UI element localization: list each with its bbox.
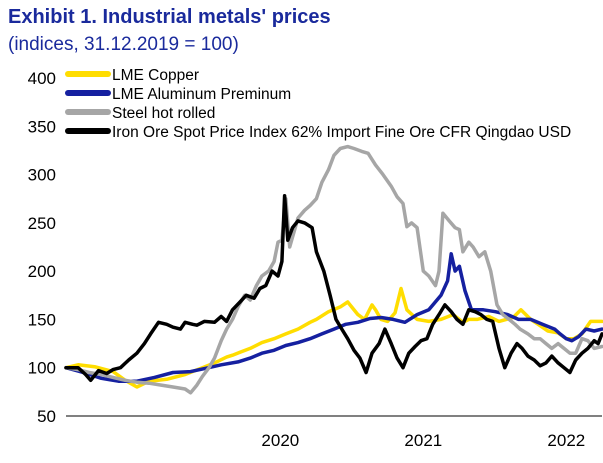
x-tick-label: 2020 bbox=[261, 431, 299, 450]
x-tick-label: 2022 bbox=[547, 431, 585, 450]
y-tick-label: 400 bbox=[28, 69, 56, 88]
y-tick-label: 50 bbox=[37, 407, 56, 426]
series-line-4 bbox=[64, 194, 603, 383]
series-line-3 bbox=[64, 144, 603, 395]
legend-label: LME Copper bbox=[112, 67, 199, 84]
y-tick-label: 150 bbox=[28, 310, 56, 329]
y-tick-label: 250 bbox=[28, 214, 56, 233]
y-tick-label: 300 bbox=[28, 166, 56, 185]
y-tick-label: 350 bbox=[28, 117, 56, 136]
legend-label: Iron Ore Spot Price Index 62% Import Fin… bbox=[112, 124, 571, 141]
y-tick-label: 200 bbox=[28, 262, 56, 281]
y-tick-label: 100 bbox=[28, 359, 56, 378]
series-line-2 bbox=[64, 252, 603, 383]
chart-subtitle: (indices, 31.12.2019 = 100) bbox=[8, 34, 239, 55]
legend-label: Steel hot rolled bbox=[112, 105, 215, 122]
legend-label: LME Aluminum Preminum bbox=[112, 86, 291, 103]
x-tick-label: 2021 bbox=[404, 431, 442, 450]
chart-title: Exhibit 1. Industrial metals' prices bbox=[8, 6, 331, 28]
